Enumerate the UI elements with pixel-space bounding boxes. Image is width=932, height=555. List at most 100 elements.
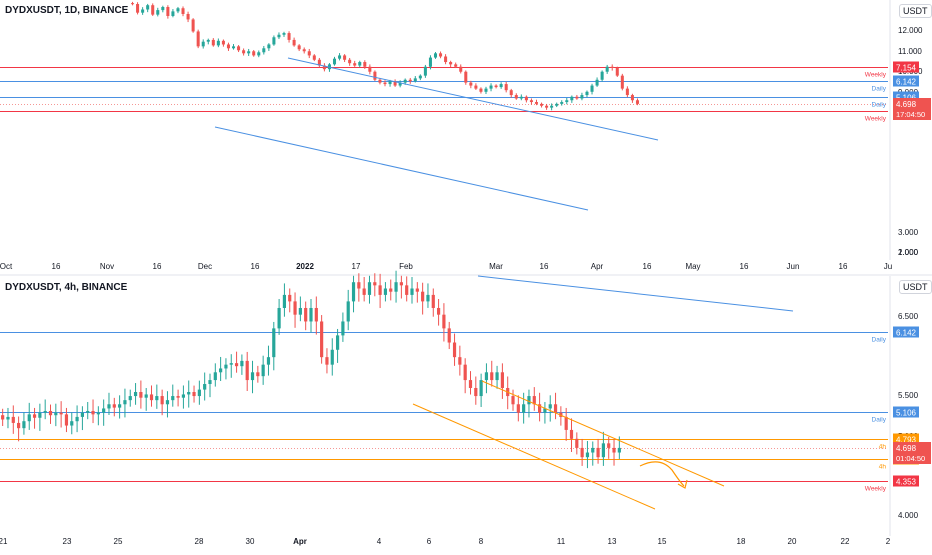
bottom-candle <box>607 443 611 448</box>
top-candle <box>353 63 357 66</box>
bottom-candle <box>171 396 175 401</box>
bottom-candle <box>288 294 292 302</box>
bottom-candle <box>54 412 58 416</box>
bottom-candle <box>383 288 388 295</box>
bottom-candle <box>203 384 207 390</box>
bottom-candle <box>458 357 462 365</box>
top-candle <box>237 46 241 51</box>
top-candle <box>413 78 417 82</box>
top-candle <box>423 66 427 76</box>
top-candle <box>332 58 337 65</box>
bottom-candle <box>421 291 425 302</box>
bottom-candle <box>155 396 159 401</box>
bottom-candle <box>17 422 21 429</box>
top-candle <box>171 11 175 16</box>
top-candle <box>454 64 458 67</box>
bottom-candle <box>165 400 170 405</box>
bottom-candle <box>575 438 579 448</box>
bottom-candle <box>128 396 132 401</box>
top-candle <box>358 62 362 66</box>
bottom-candle <box>118 404 122 408</box>
top-candle <box>247 51 251 54</box>
top-candle <box>226 44 230 49</box>
top-candle <box>585 91 589 96</box>
bottom-x-tick-label: 4 <box>377 537 382 546</box>
bottom-candle <box>48 410 53 416</box>
bottom-candle <box>415 288 419 292</box>
top-candle <box>590 85 594 92</box>
top-candle <box>211 39 215 46</box>
top-candle <box>181 8 185 14</box>
top-candle <box>131 3 135 5</box>
top-currency-badge[interactable]: USDT <box>899 4 932 18</box>
top-candle <box>529 100 533 103</box>
bottom-candle <box>219 368 223 373</box>
top-candle <box>297 45 301 50</box>
bottom-candle <box>298 307 302 315</box>
top-candle <box>615 67 619 76</box>
bottom-level-price-box <box>893 326 919 338</box>
top-x-tick-label: Dec <box>198 262 212 271</box>
top-candle <box>363 62 367 67</box>
bottom-candle <box>234 363 239 367</box>
top-candle <box>449 62 453 65</box>
top-candle <box>257 52 261 56</box>
top-y-tick-label: 11.000 <box>898 47 922 56</box>
top-level-price-box <box>893 91 919 103</box>
top-candle <box>216 40 220 46</box>
bottom-level-label: Daily <box>872 337 887 344</box>
top-candle <box>439 53 443 57</box>
projection-arrow-head <box>677 479 688 489</box>
bottom-candle <box>484 372 489 381</box>
bottom-candle <box>38 412 42 418</box>
top-candle <box>232 46 236 49</box>
top-candle <box>166 7 170 16</box>
bottom-y-tick-label: 4.000 <box>898 511 919 520</box>
bottom-candle <box>596 447 600 458</box>
bottom-candle <box>133 392 138 397</box>
top-level-price-label: 6.142 <box>896 78 917 87</box>
bottom-currency-badge[interactable]: USDT <box>899 280 932 294</box>
top-candle <box>595 79 599 86</box>
top-candle <box>312 55 316 60</box>
bottom-candle <box>495 372 499 381</box>
bottom-candle <box>176 396 180 398</box>
top-candle <box>484 88 488 92</box>
bottom-candle <box>516 404 520 413</box>
bottom-candle <box>229 363 233 365</box>
top-candle <box>469 82 473 86</box>
bottom-candle <box>330 349 334 365</box>
top-candle <box>600 71 604 80</box>
bottom-candle <box>500 372 504 388</box>
top-candle <box>156 10 160 15</box>
top-channel-upper-line <box>287 57 659 141</box>
bottom-candle <box>362 288 366 295</box>
bottom-candle <box>293 301 297 315</box>
bottom-candle <box>612 447 616 453</box>
bottom-candle <box>224 364 228 369</box>
top-x-tick-label: 16 <box>153 262 162 271</box>
top-candle <box>418 75 422 79</box>
top-candle <box>292 39 296 46</box>
bottom-candle <box>463 364 467 381</box>
top-level-label: Weekly <box>865 72 887 79</box>
top-candle <box>494 85 498 88</box>
bottom-candle <box>208 380 212 385</box>
top-candle <box>489 85 493 89</box>
top-x-tick-label: 16 <box>643 262 652 271</box>
bottom-candle <box>282 294 287 308</box>
bottom-candle <box>250 372 255 381</box>
bottom-x-tick-label: 15 <box>658 537 667 546</box>
bottom-candle <box>1 415 5 420</box>
top-candle <box>540 103 544 106</box>
bottom-candle <box>261 364 265 377</box>
bottom-candle <box>314 307 318 322</box>
top-x-tick-label: Oct <box>0 262 13 271</box>
bottom-candle <box>553 404 558 413</box>
top-candle <box>509 90 513 96</box>
bottom-candle <box>43 410 47 413</box>
bottom-candle <box>139 392 143 398</box>
bottom-candle <box>474 387 478 397</box>
